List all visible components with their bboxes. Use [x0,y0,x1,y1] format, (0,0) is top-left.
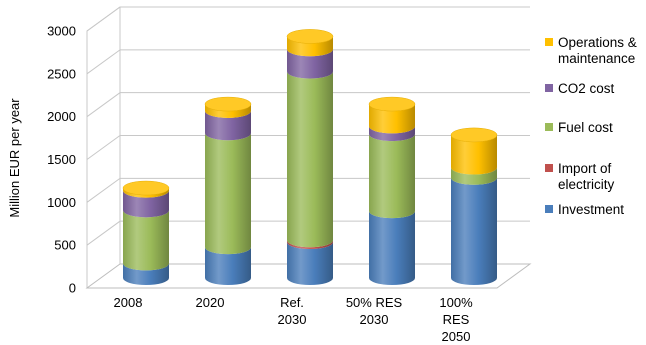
legend-label: Operations & maintenance [558,35,637,66]
bar-stack [368,96,416,285]
legend-label: Fuel cost [558,120,613,135]
bar-segment-body [451,134,497,175]
bar-segment [123,188,169,198]
legend-item: Investment [545,202,624,217]
y-axis-title: Million EUR per year [7,98,22,218]
bar-top-cap [286,29,334,44]
bar-top-cap [204,96,252,112]
legend-item: Import of electricity [545,161,615,192]
gridline [86,6,530,32]
bar-segment [205,247,251,285]
bar-segment [287,36,333,57]
bar-segment [287,71,333,248]
bar-segment-body [287,36,333,57]
bar-segment-body [451,167,497,185]
legend-item: CO2 cost [545,81,615,96]
legend-item: Operations & maintenance [545,35,637,66]
legend-swatch [545,84,553,92]
bar-segment-body [287,71,333,248]
bar-segment-body [451,177,497,285]
bar-segment [287,242,333,285]
bar-segment [369,104,415,134]
gridline [86,92,530,118]
y-tick-label: 1000 [47,195,76,210]
legend-swatch [545,205,553,213]
bar-segment [205,133,251,255]
bar-segment-body [123,210,169,271]
bar-segment-body [123,190,169,218]
bar-segment-body [369,104,415,134]
bar-top-cap [122,180,170,196]
bar-top-cap [450,127,498,143]
gridline [86,49,530,75]
bar-segment [451,134,497,175]
bar-segment-body [287,242,333,285]
legend-swatch [545,38,553,46]
legend-swatch [545,164,553,172]
bar-segment-body [369,134,415,219]
bar-segment [205,110,251,141]
bar-segment [369,134,415,219]
bar-segment [123,190,169,218]
bar-segment-body [205,104,251,118]
bar-segment-body [205,110,251,141]
bar-segment [451,167,497,185]
y-tick-label: 2000 [47,109,76,124]
legend-item: Fuel cost [545,120,613,135]
bar-segment [123,210,169,271]
bar-stack [204,96,252,285]
bar-segment-body [287,49,333,79]
x-tick-label: 100% RES 2050 [439,295,473,344]
bar-segment-body [123,263,169,285]
legend-label: Investment [558,202,624,217]
bar-stack [286,29,334,285]
bar-top-cap [368,96,416,112]
bar-segment-body [123,188,169,198]
bar-segment-body [369,211,415,285]
bar-segment-body [369,126,415,142]
x-tick-label: 2008 [114,295,143,310]
y-tick-label: 500 [54,238,76,253]
bar-segment [369,126,415,142]
x-tick-label: 2020 [196,295,225,310]
bar-segment [287,49,333,79]
bars [122,29,498,285]
bar-segment-body [287,240,333,250]
bar-segment [205,104,251,118]
bar-segment [123,263,169,285]
x-tick-label: 50% RES 2030 [346,295,403,327]
y-tick-label: 2500 [47,66,76,81]
bar-segment [451,177,497,285]
bar-segment [287,240,333,250]
bar-segment [369,211,415,285]
legend-swatch [545,123,553,131]
x-tick-label: Ref. 2030 [278,295,307,327]
bar-segment-body [205,133,251,255]
y-tick-label: 1500 [47,152,76,167]
legend-label: Import of electricity [558,161,615,192]
y-axis-ticks: 0 500 1000 1500 2000 2500 3000 [47,24,76,296]
bar-stack [122,180,170,285]
x-axis-labels: 2008 2020 Ref. 2030 50% RES 2030 100% RES 2050 [114,295,474,344]
bar-segment-body [205,247,251,285]
legend-label: CO2 cost [558,81,615,96]
y-tick-label: 0 [69,281,76,296]
legend: Operations & maintenance CO2 cost Fuel cost… [545,35,637,217]
bar-stack [450,127,498,285]
y-tick-label: 3000 [47,24,76,39]
